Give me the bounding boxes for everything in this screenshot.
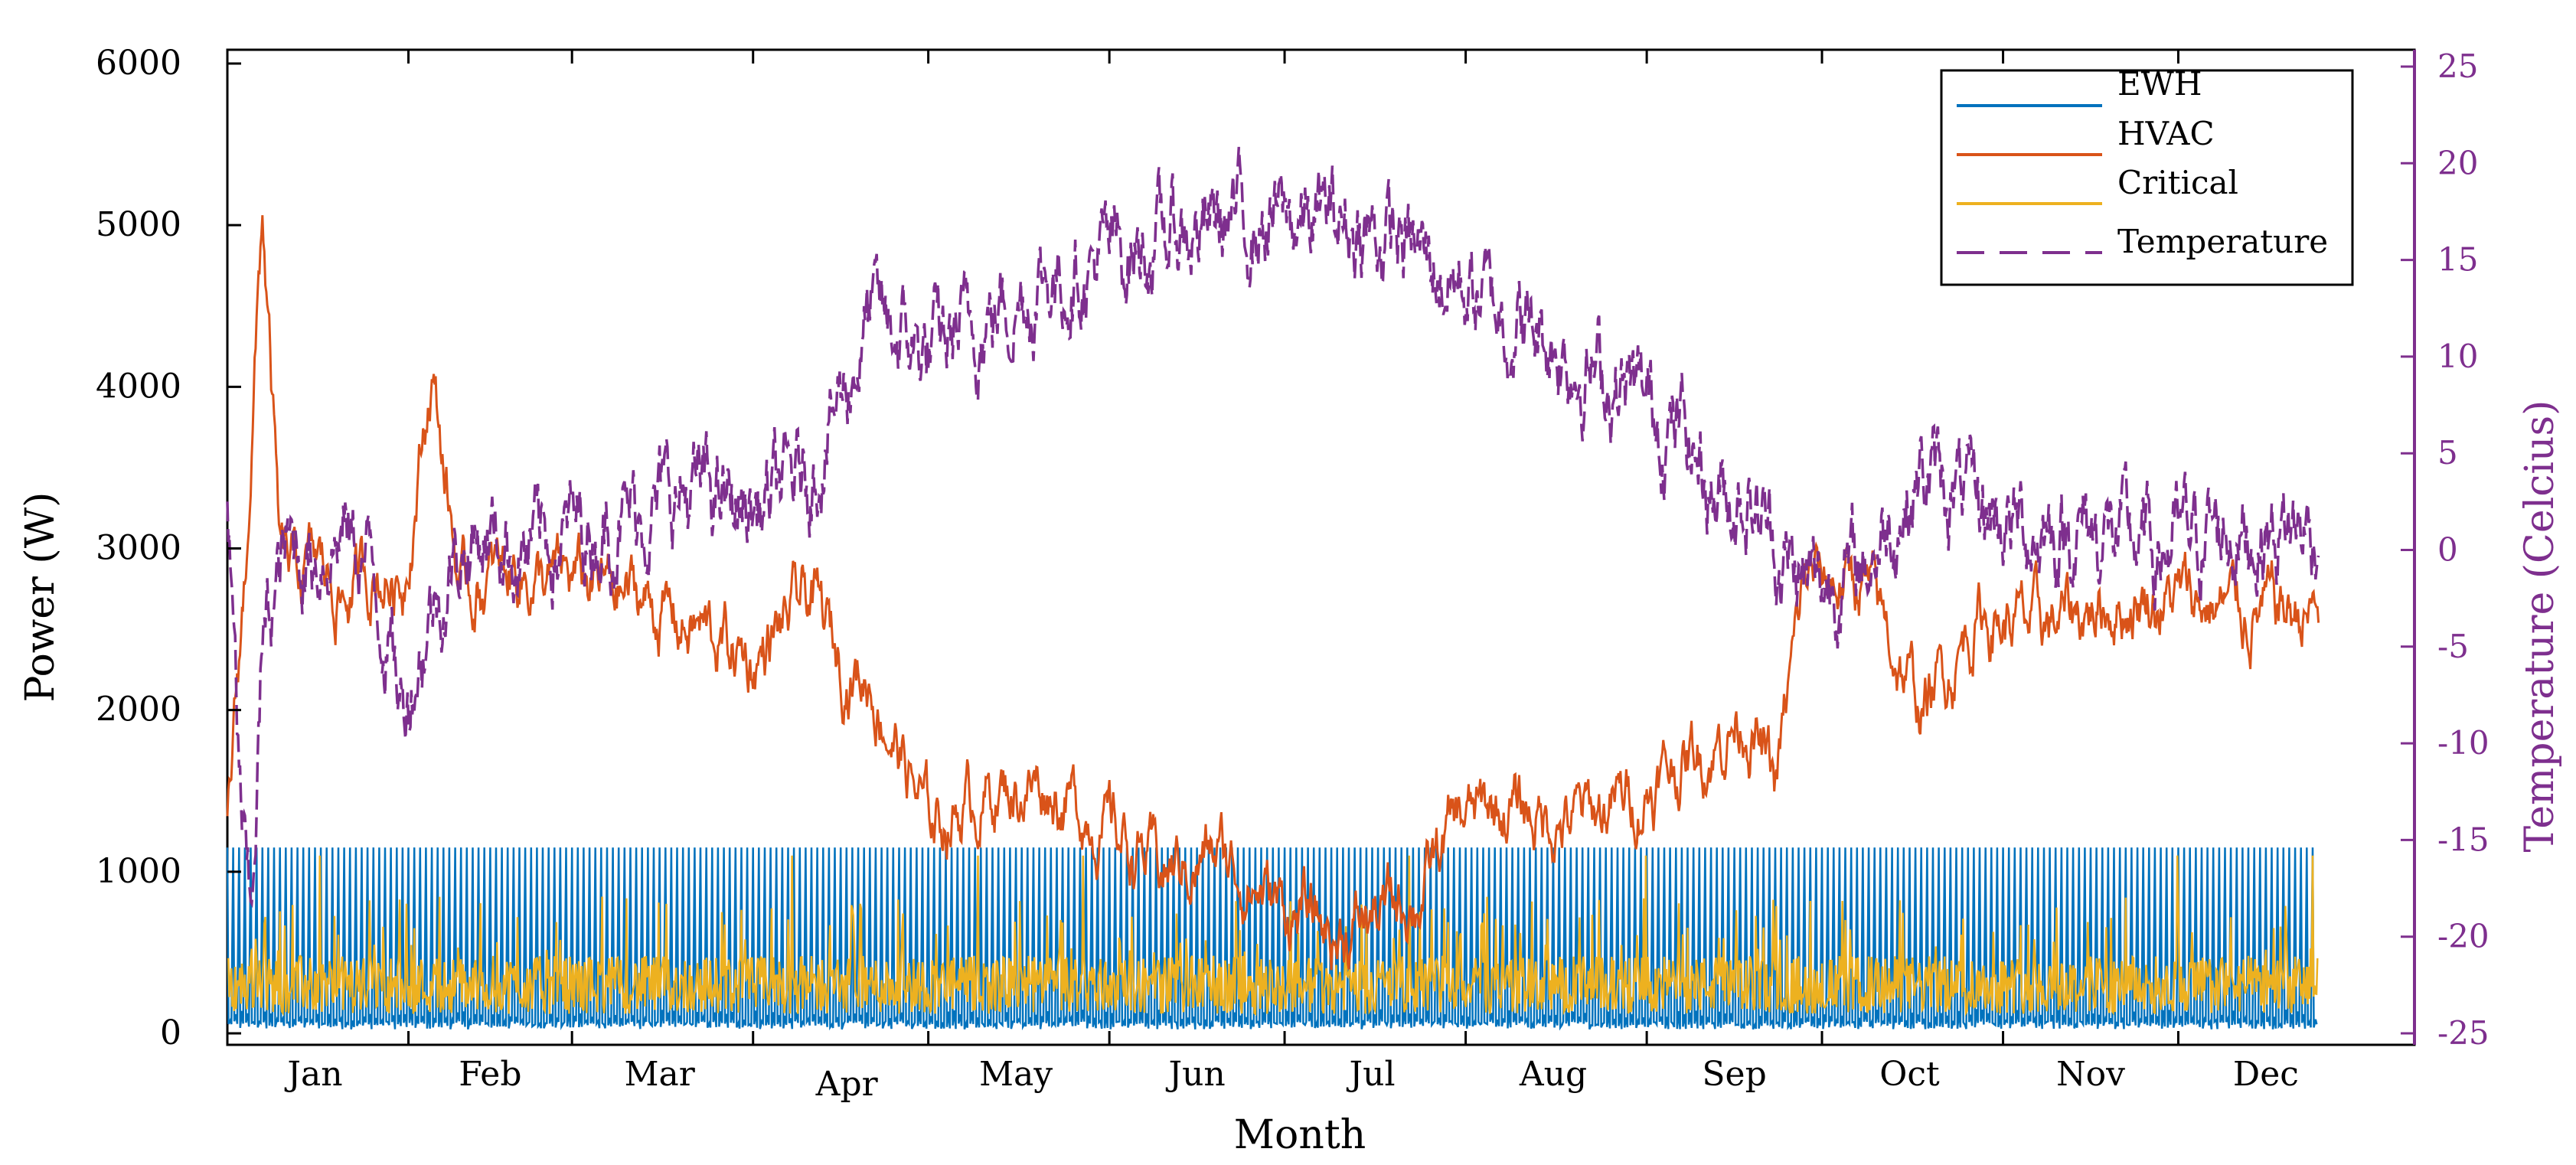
x-axis-title: Month xyxy=(1234,1112,1366,1158)
x-tick-label: Jan xyxy=(284,1055,342,1094)
left-tick-label: 2000 xyxy=(96,690,181,729)
left-y-axis: 0 1000 2000 3000 4000 5000 6000 xyxy=(96,44,241,1052)
left-axis-title: Power (W) xyxy=(18,492,64,703)
left-tick-label: 0 xyxy=(160,1013,181,1052)
legend-label-hvac: HVAC xyxy=(2117,115,2215,152)
x-tick-label: Apr xyxy=(815,1065,879,1104)
x-axis: Jan Feb Mar Apr May Jun Jul Aug Sep Oct Nov Dec xyxy=(226,50,2299,1104)
right-tick-label: 25 xyxy=(2437,47,2478,85)
left-tick-label: 3000 xyxy=(96,529,181,568)
left-tick-label: 5000 xyxy=(96,205,181,244)
hvac-line xyxy=(226,215,2320,971)
x-tick-label: Sep xyxy=(1702,1055,1766,1094)
left-tick-label: 4000 xyxy=(96,367,181,406)
legend-label-ewh: EWH xyxy=(2117,65,2202,103)
right-tick-label: -5 xyxy=(2437,628,2469,665)
x-tick-label: Aug xyxy=(1519,1055,1587,1094)
legend-label-critical: Critical xyxy=(2117,164,2238,201)
hvac-series xyxy=(226,215,2320,971)
right-tick-label: 20 xyxy=(2437,144,2478,181)
right-tick-label: -25 xyxy=(2437,1014,2489,1052)
x-tick-label: Jul xyxy=(1346,1055,1395,1094)
right-tick-label: -15 xyxy=(2437,821,2489,858)
ewh-line xyxy=(226,847,2318,1031)
temperature-line xyxy=(226,146,2320,909)
x-tick-label: May xyxy=(979,1055,1053,1094)
right-tick-label: 5 xyxy=(2437,434,2458,472)
x-tick-label: Oct xyxy=(1879,1055,1940,1094)
left-tick-label: 6000 xyxy=(96,44,181,83)
right-tick-label: -10 xyxy=(2437,724,2489,762)
x-tick-label: Nov xyxy=(2056,1055,2125,1094)
right-tick-label: 0 xyxy=(2437,531,2458,569)
legend-label-temperature: Temperature xyxy=(2117,223,2328,260)
critical-line xyxy=(227,855,2319,1017)
right-tick-label: 15 xyxy=(2437,241,2478,279)
right-tick-label: -20 xyxy=(2437,918,2489,955)
x-tick-label: Feb xyxy=(459,1055,521,1094)
left-tick-label: 1000 xyxy=(96,852,181,891)
right-y-axis: -25 -20 -15 -10 -5 0 5 10 15 20 25 xyxy=(2401,47,2489,1052)
x-tick-label: Mar xyxy=(624,1055,695,1094)
temperature-series xyxy=(226,146,2320,909)
ewh-series xyxy=(226,847,2318,1031)
critical-series xyxy=(227,855,2319,1017)
legend: EWH HVAC Critical Temperature xyxy=(1940,65,2354,286)
x-tick-label: Jun xyxy=(1165,1055,1225,1094)
right-tick-label: 10 xyxy=(2437,338,2478,375)
right-axis-title: Temperature (Celcius) xyxy=(2517,400,2563,853)
x-tick-label: Dec xyxy=(2233,1055,2299,1094)
